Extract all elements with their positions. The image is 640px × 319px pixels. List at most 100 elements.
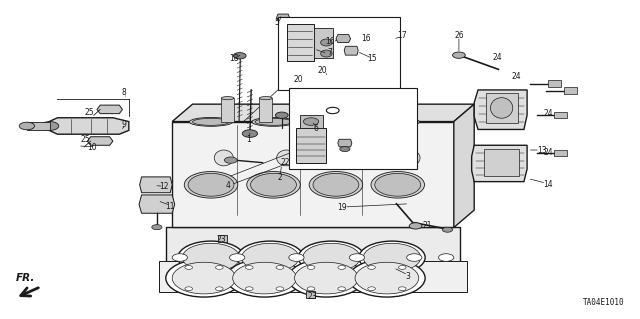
Circle shape xyxy=(368,287,376,291)
Circle shape xyxy=(172,262,236,294)
Ellipse shape xyxy=(221,97,234,100)
Circle shape xyxy=(409,223,422,229)
Text: 7: 7 xyxy=(327,48,332,57)
Ellipse shape xyxy=(401,150,420,166)
Ellipse shape xyxy=(380,118,416,125)
Text: 23: 23 xyxy=(216,235,226,244)
Polygon shape xyxy=(344,46,358,55)
Text: 12: 12 xyxy=(159,182,168,191)
Polygon shape xyxy=(172,104,474,122)
Text: 25: 25 xyxy=(81,135,90,145)
Text: 24: 24 xyxy=(492,53,502,62)
Text: 2: 2 xyxy=(278,173,282,182)
Text: 21: 21 xyxy=(422,221,432,230)
Text: 14: 14 xyxy=(543,180,553,189)
Text: TA04E1010: TA04E1010 xyxy=(583,299,625,308)
Bar xyxy=(159,261,467,292)
Text: 24: 24 xyxy=(543,148,553,157)
Bar xyxy=(289,88,417,169)
Circle shape xyxy=(288,259,365,297)
Circle shape xyxy=(294,262,358,294)
Circle shape xyxy=(275,112,288,118)
Circle shape xyxy=(242,243,299,272)
Circle shape xyxy=(19,122,35,130)
Circle shape xyxy=(225,157,237,163)
Ellipse shape xyxy=(276,150,296,166)
Ellipse shape xyxy=(214,150,234,166)
Circle shape xyxy=(276,287,284,291)
Text: 5: 5 xyxy=(274,19,279,27)
Ellipse shape xyxy=(376,117,419,126)
Circle shape xyxy=(246,172,300,198)
Polygon shape xyxy=(486,93,518,123)
Circle shape xyxy=(184,172,238,198)
Circle shape xyxy=(289,254,304,261)
Circle shape xyxy=(438,254,454,261)
Circle shape xyxy=(230,254,245,261)
Text: 18: 18 xyxy=(229,54,239,63)
Text: 25: 25 xyxy=(84,108,94,117)
Circle shape xyxy=(349,259,425,297)
Circle shape xyxy=(307,265,315,269)
Circle shape xyxy=(182,243,240,272)
Circle shape xyxy=(166,259,243,297)
Polygon shape xyxy=(296,128,326,163)
Ellipse shape xyxy=(321,39,332,46)
Circle shape xyxy=(338,287,346,291)
Polygon shape xyxy=(27,122,50,130)
Text: 8: 8 xyxy=(122,88,126,97)
Polygon shape xyxy=(336,34,351,42)
Circle shape xyxy=(298,241,365,274)
Text: 23: 23 xyxy=(308,292,317,300)
Circle shape xyxy=(245,265,253,269)
Text: 4: 4 xyxy=(225,181,230,190)
Circle shape xyxy=(368,265,376,269)
Circle shape xyxy=(227,259,303,297)
Circle shape xyxy=(371,172,424,198)
Text: 24: 24 xyxy=(511,72,521,81)
Polygon shape xyxy=(474,90,527,130)
Polygon shape xyxy=(97,105,122,114)
Circle shape xyxy=(234,53,246,59)
Circle shape xyxy=(237,241,303,274)
Ellipse shape xyxy=(336,97,349,100)
Polygon shape xyxy=(276,14,289,20)
Ellipse shape xyxy=(314,117,358,126)
Circle shape xyxy=(303,118,319,125)
Text: 11: 11 xyxy=(166,202,175,211)
Circle shape xyxy=(216,265,223,269)
Bar xyxy=(259,98,272,122)
Bar xyxy=(298,98,310,122)
Ellipse shape xyxy=(321,50,332,57)
Polygon shape xyxy=(454,104,474,227)
Bar xyxy=(484,149,520,176)
Text: 19: 19 xyxy=(337,203,346,212)
Circle shape xyxy=(185,265,193,269)
Circle shape xyxy=(399,287,406,291)
Polygon shape xyxy=(287,24,314,62)
Ellipse shape xyxy=(339,150,358,166)
Circle shape xyxy=(309,172,363,198)
Ellipse shape xyxy=(189,117,233,126)
Circle shape xyxy=(338,265,346,269)
Circle shape xyxy=(406,254,422,261)
Ellipse shape xyxy=(317,118,355,125)
Text: 20: 20 xyxy=(317,66,328,75)
Polygon shape xyxy=(338,139,352,147)
Polygon shape xyxy=(314,28,333,58)
Circle shape xyxy=(188,174,234,196)
Circle shape xyxy=(364,243,420,272)
Polygon shape xyxy=(140,177,172,193)
Text: 1: 1 xyxy=(246,135,251,145)
Circle shape xyxy=(375,174,420,196)
Bar xyxy=(221,98,234,122)
Circle shape xyxy=(303,243,360,272)
Ellipse shape xyxy=(298,97,310,100)
Circle shape xyxy=(172,254,188,261)
Circle shape xyxy=(276,265,284,269)
Text: 17: 17 xyxy=(397,31,406,40)
Text: 9: 9 xyxy=(122,120,126,129)
Ellipse shape xyxy=(255,118,292,125)
Text: 22: 22 xyxy=(280,158,290,167)
Bar xyxy=(166,227,460,262)
